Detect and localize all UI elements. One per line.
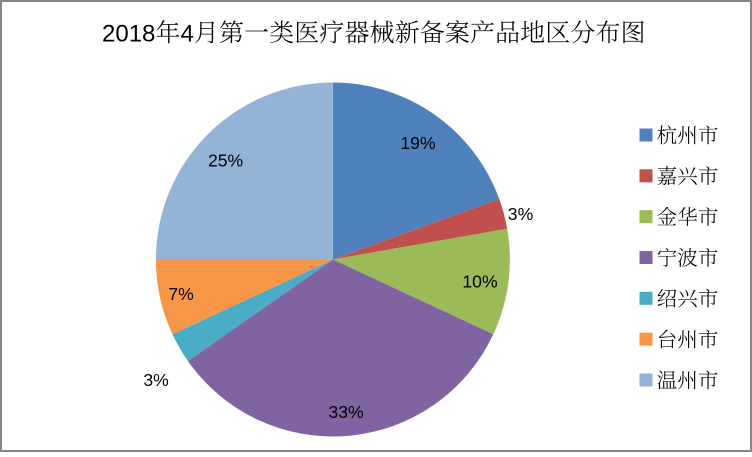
svg-text:4: 4 (181, 20, 194, 47)
svg-text:33%: 33% (328, 402, 364, 422)
svg-text:7%: 7% (168, 284, 194, 304)
svg-text:3%: 3% (143, 370, 169, 390)
svg-text:25%: 25% (208, 151, 244, 171)
svg-text:3%: 3% (508, 204, 534, 224)
svg-text:2018: 2018 (102, 20, 155, 47)
svg-text:19%: 19% (400, 133, 436, 153)
svg-text:10%: 10% (462, 272, 498, 292)
